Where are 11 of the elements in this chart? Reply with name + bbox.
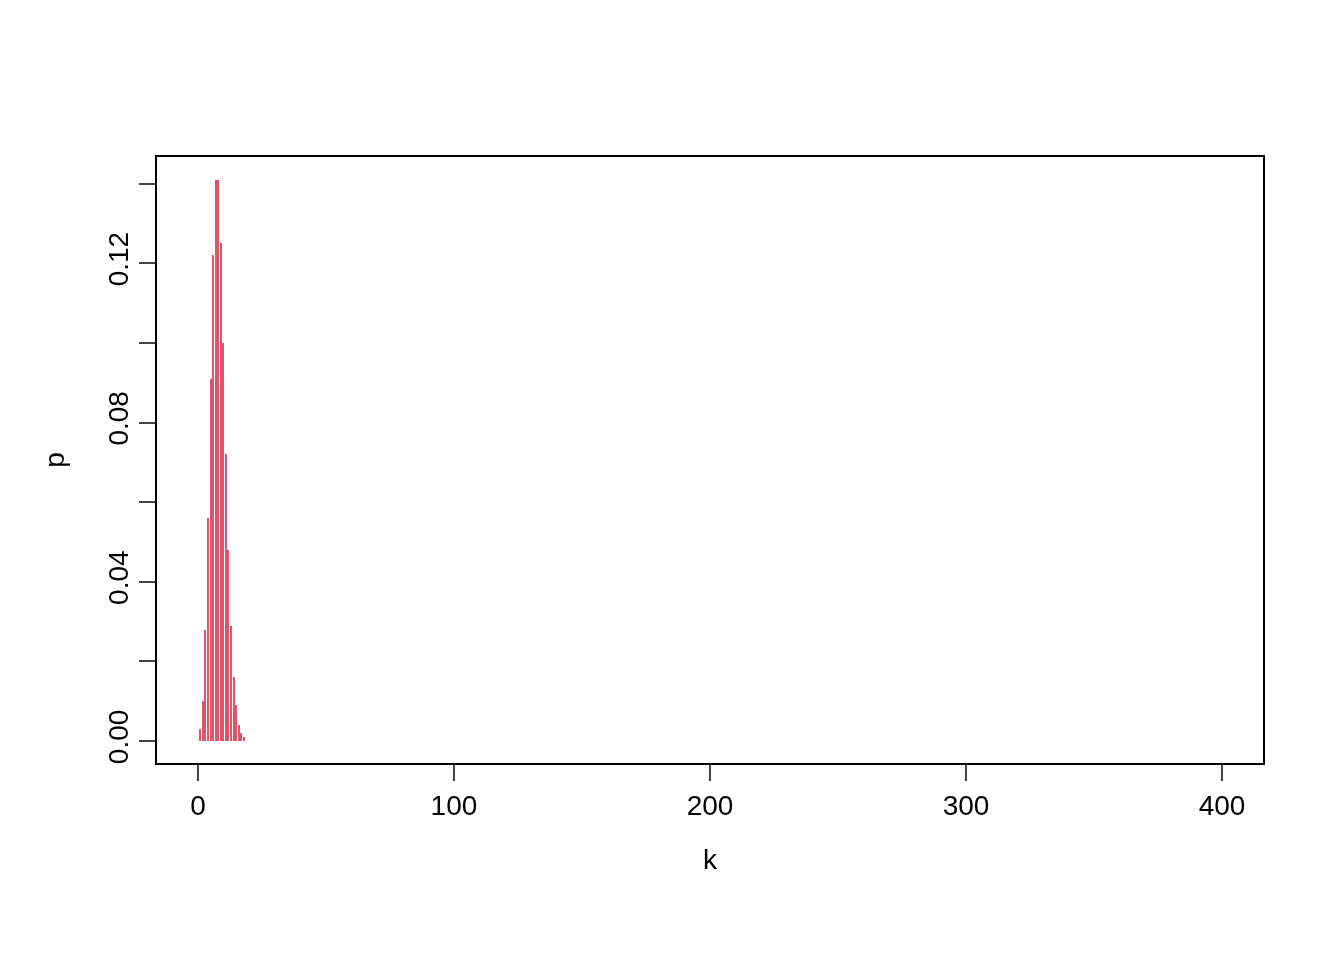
y-axis-title: p [39,452,70,468]
x-tick-label: 100 [430,789,478,821]
x-tick-label: 300 [942,789,990,821]
y-tick-label: 0.08 [102,391,134,446]
y-tick-label: 0.12 [102,231,134,287]
y-tick-label: 0.04 [102,550,134,605]
x-axis-title: k [703,844,718,876]
x-tick-label: 0 [190,789,206,821]
y-tick-label: 0.00 [102,709,134,765]
x-tick-label: 400 [1198,789,1246,821]
x-tick-label: 200 [686,789,734,821]
